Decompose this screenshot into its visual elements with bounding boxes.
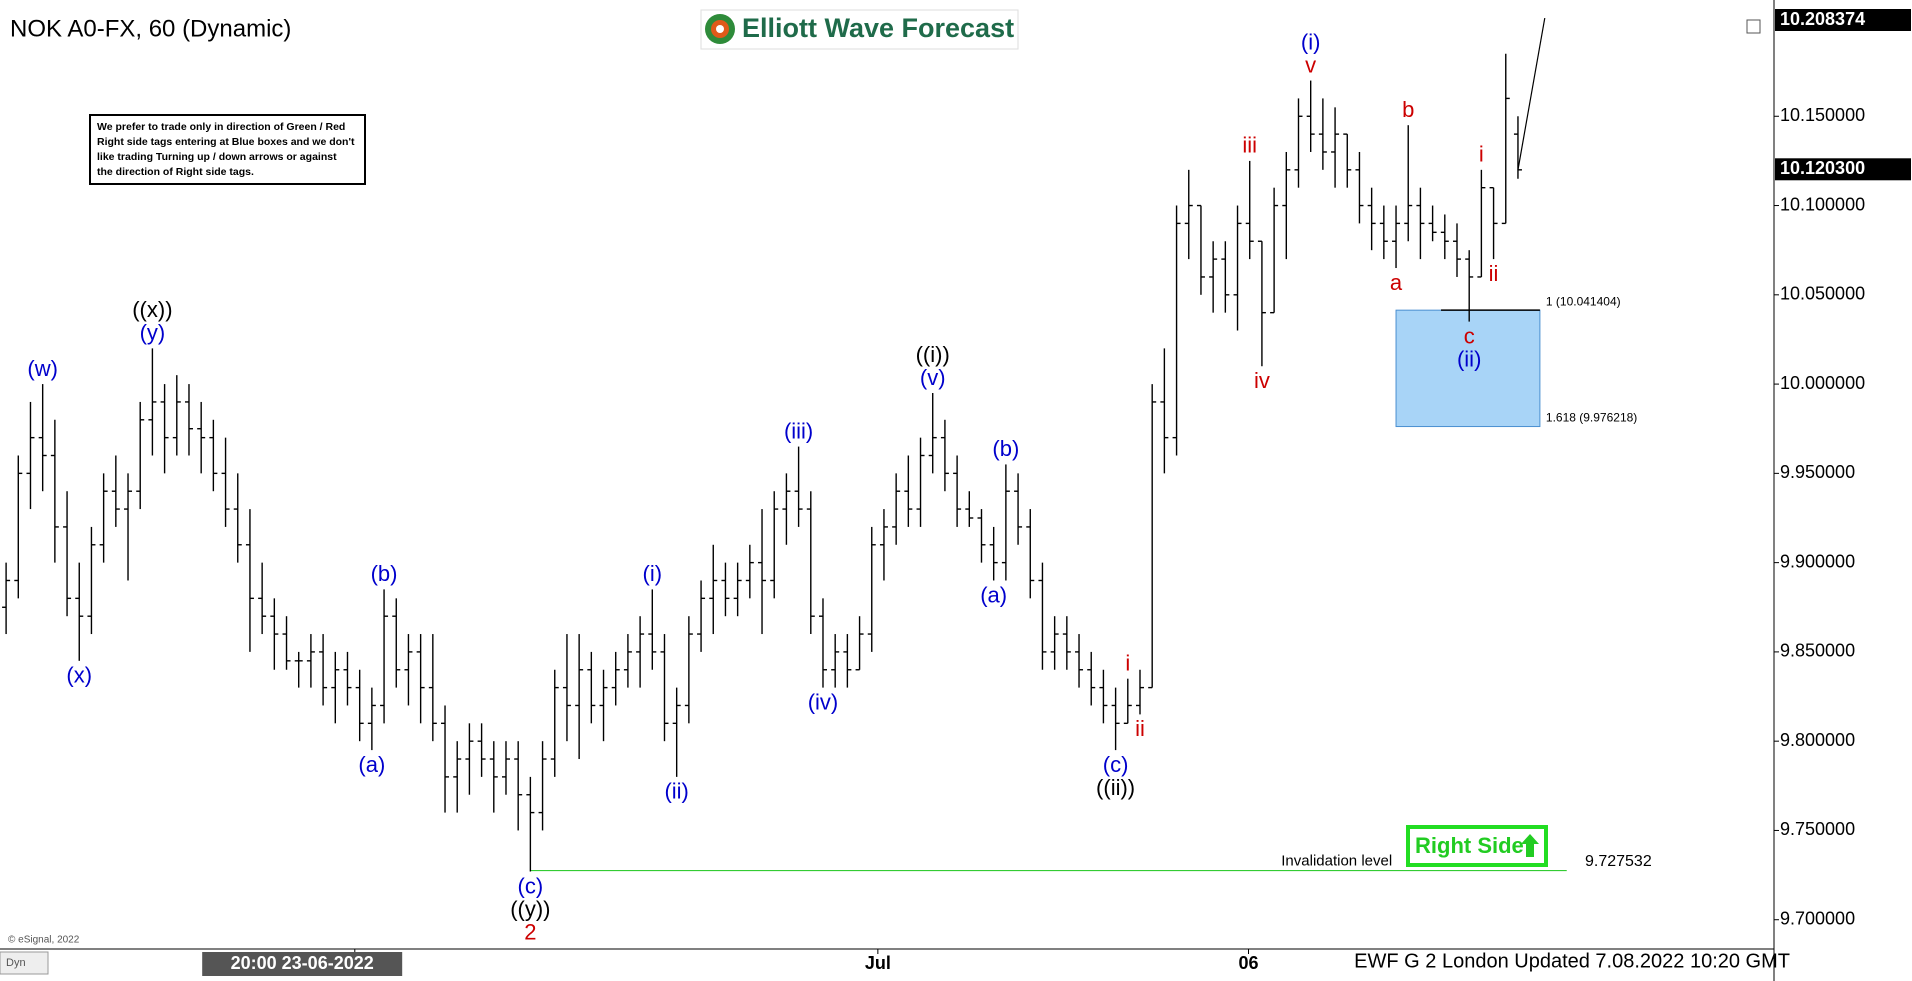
wave-label: (ii) bbox=[1457, 346, 1481, 371]
wave-label: b bbox=[1402, 97, 1414, 122]
y-tick-label: 10.150000 bbox=[1780, 105, 1865, 125]
target-bottom-label: 1.618 (9.976218) bbox=[1546, 411, 1637, 425]
y-tick-label: 9.800000 bbox=[1780, 730, 1855, 750]
wave-label: (i) bbox=[1301, 29, 1321, 54]
y-tick-label: 10.100000 bbox=[1780, 194, 1865, 214]
note-line: the direction of Right side tags. bbox=[97, 166, 254, 178]
footer: EWF G 2 London Updated 7.08.2022 10:20 G… bbox=[1354, 950, 1790, 972]
wave-label: (y) bbox=[140, 320, 166, 345]
window-icon bbox=[1746, 19, 1761, 34]
price-label-box bbox=[1775, 9, 1911, 31]
wave-label: (iii) bbox=[784, 418, 813, 443]
wave-label: (w) bbox=[27, 356, 58, 381]
invalidation-text: Invalidation level bbox=[1281, 853, 1392, 870]
x-tick-label: 06 bbox=[1238, 953, 1258, 973]
logo-text: Elliott Wave Forecast bbox=[742, 13, 1014, 43]
wave-label: ii bbox=[1489, 261, 1499, 286]
note-box bbox=[89, 114, 366, 185]
wave-label: ((x)) bbox=[132, 297, 172, 322]
price-label-box bbox=[1775, 158, 1911, 181]
wave-label: ((y)) bbox=[510, 896, 550, 921]
wave-label: i bbox=[1125, 650, 1130, 675]
wave-label: ii bbox=[1135, 716, 1145, 741]
wave-label: ((i)) bbox=[916, 342, 950, 367]
chart-title: NOK A0-FX, 60 (Dynamic) bbox=[10, 15, 291, 42]
y-tick-label: 10.000000 bbox=[1780, 373, 1865, 393]
wave-label: c bbox=[1464, 323, 1475, 348]
target-top-label: 1 (10.041404) bbox=[1546, 294, 1621, 308]
copyright: © eSignal, 2022 bbox=[8, 935, 80, 946]
x-tick-label: Jul bbox=[865, 953, 891, 973]
target-box bbox=[1395, 309, 1541, 428]
right-side-box bbox=[1406, 825, 1548, 867]
note-line: We prefer to trade only in direction of … bbox=[97, 121, 345, 133]
y-tick-label: 9.700000 bbox=[1780, 908, 1855, 928]
y-tick-label: 9.950000 bbox=[1780, 462, 1855, 482]
price-label: 10.120300 bbox=[1780, 158, 1865, 178]
right-side-text: Right Side bbox=[1415, 833, 1524, 858]
wave-label: (a) bbox=[980, 582, 1007, 607]
wave-label: a bbox=[1390, 270, 1403, 295]
right-side-arrow bbox=[1521, 834, 1539, 857]
corner-tag: Dyn bbox=[6, 957, 26, 969]
wave-label: ((ii)) bbox=[1096, 775, 1135, 800]
wave-label: (c) bbox=[1103, 752, 1129, 777]
logo: Elliott Wave Forecast bbox=[700, 9, 1019, 50]
wave-label: (a) bbox=[358, 752, 385, 777]
wave-label: iv bbox=[1254, 368, 1270, 393]
projection-line bbox=[1517, 17, 1546, 170]
logo-frame bbox=[700, 9, 1019, 50]
y-tick-label: 9.750000 bbox=[1780, 819, 1855, 839]
price-label: 10.208374 bbox=[1780, 9, 1865, 29]
note-line: like trading Turning up / down arrows or… bbox=[97, 151, 337, 163]
wave-label: i bbox=[1479, 142, 1484, 167]
wave-label: v bbox=[1305, 52, 1316, 77]
corner-box bbox=[0, 951, 49, 975]
y-tick-label: 9.900000 bbox=[1780, 551, 1855, 571]
wave-label: iii bbox=[1242, 133, 1257, 158]
wave-label: (b) bbox=[371, 561, 398, 586]
cursor-box bbox=[202, 952, 403, 976]
wave-label: (x) bbox=[66, 663, 92, 688]
wave-label: (c) bbox=[518, 873, 544, 898]
wave-label: 2 bbox=[524, 919, 536, 944]
wave-label: (b) bbox=[992, 436, 1019, 461]
invalidation-value: 9.727532 bbox=[1585, 853, 1652, 870]
y-tick-label: 10.050000 bbox=[1780, 284, 1865, 304]
cursor-label: 20:00 23-06-2022 bbox=[231, 953, 374, 973]
wave-label: (ii) bbox=[664, 779, 688, 804]
y-tick-label: 9.850000 bbox=[1780, 641, 1855, 661]
wave-label: (iv) bbox=[808, 689, 839, 714]
wave-label: (v) bbox=[920, 365, 946, 390]
logo-icon-core bbox=[716, 25, 724, 33]
note-line: Right side tags entering at Blue boxes a… bbox=[97, 136, 355, 148]
wave-label: (i) bbox=[643, 561, 663, 586]
